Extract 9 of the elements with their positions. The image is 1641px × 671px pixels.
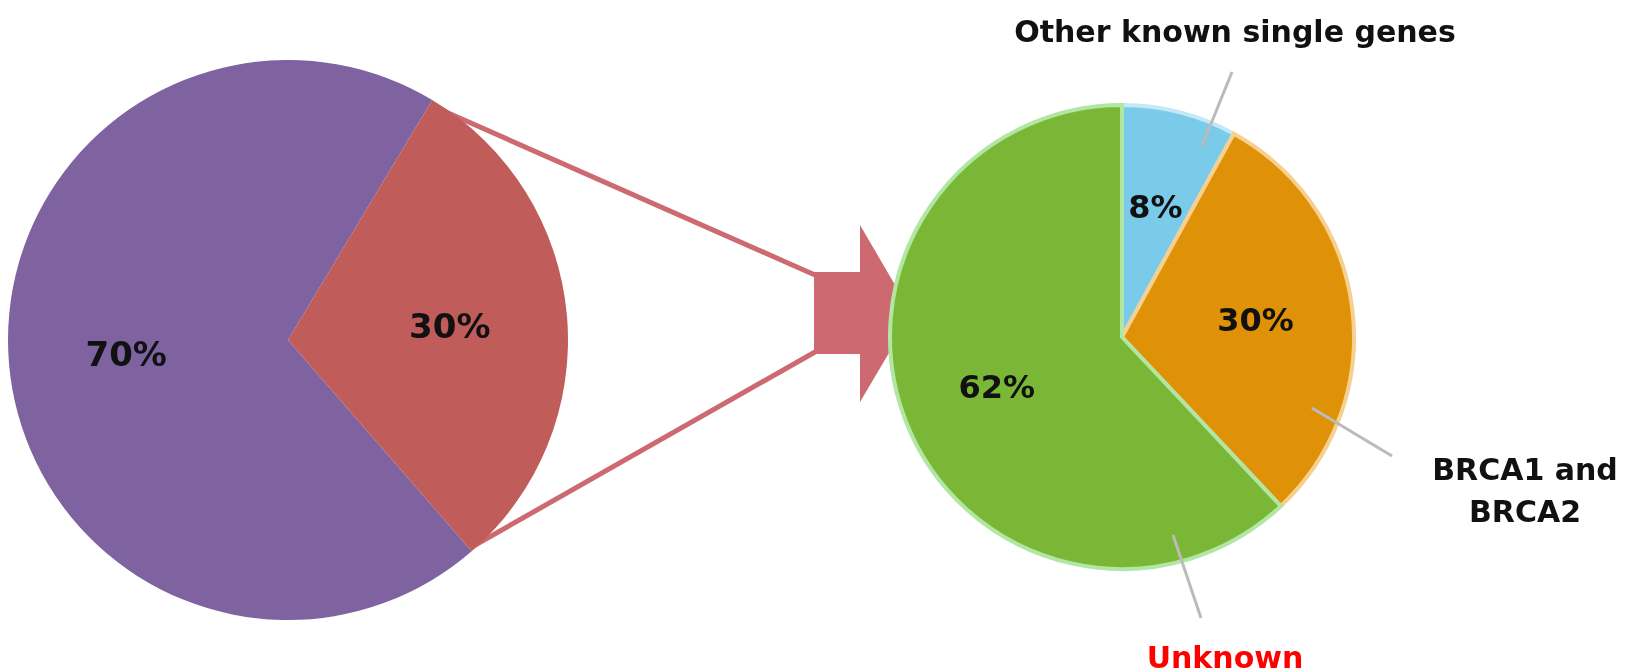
data-label: 30% xyxy=(1217,301,1294,340)
pie-slice xyxy=(288,99,568,552)
data-label: 8% xyxy=(1128,187,1183,226)
data-label: 62% xyxy=(958,367,1036,406)
data-label: 30% xyxy=(409,305,491,346)
slice-label: Other known single genes xyxy=(1014,14,1456,49)
slice-label: BRCA1 and BRCA2 xyxy=(1432,452,1618,529)
data-label: 70% xyxy=(85,334,167,375)
slice-label: Unknown xyxy=(1146,640,1304,671)
